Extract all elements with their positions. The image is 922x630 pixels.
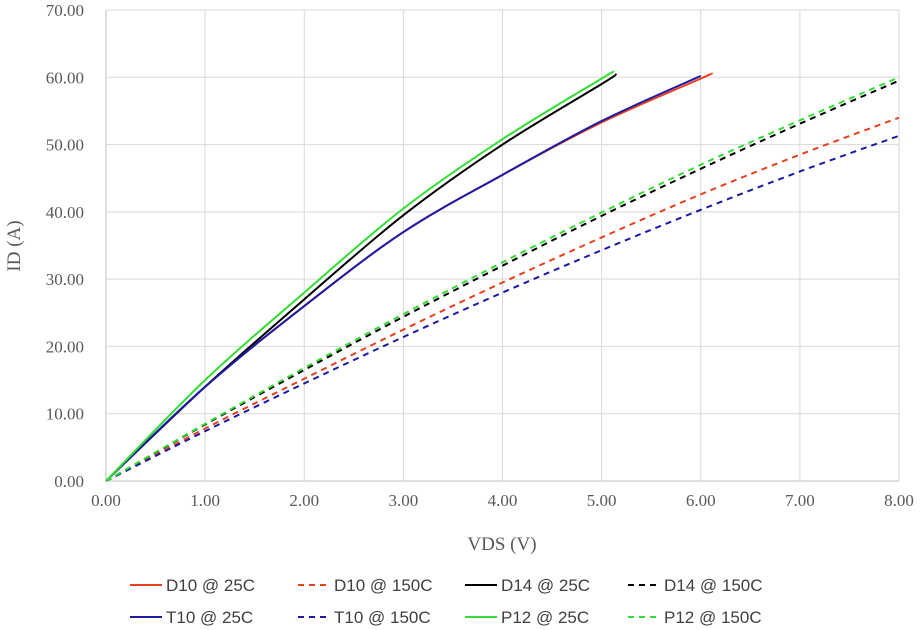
- series-line-t10-25c: [105, 75, 702, 482]
- y-tick-label: 10.00: [46, 405, 84, 424]
- legend-label: D10 @ 150C: [334, 576, 433, 595]
- series-line-d14-25c: [105, 73, 618, 482]
- y-tick-label: 60.00: [46, 68, 84, 87]
- legend-label: T10 @ 25C: [166, 608, 253, 627]
- series-line-t10-150c: [105, 134, 900, 482]
- legend-label: D14 @ 150C: [664, 576, 763, 595]
- x-tick-label: 4.00: [488, 491, 518, 510]
- legend-label: P12 @ 25C: [501, 608, 589, 627]
- y-tick-label: 30.00: [46, 270, 84, 289]
- y-tick-label: 20.00: [46, 337, 84, 356]
- series-lines: [105, 70, 900, 482]
- x-axis-label: VDS (V): [467, 534, 536, 555]
- y-tick-label: 50.00: [46, 136, 84, 155]
- series-line-p12-150c: [105, 76, 900, 482]
- y-tick-label: 0.00: [54, 472, 84, 491]
- x-tick-label: 2.00: [289, 491, 319, 510]
- series-line-d10-150c: [105, 116, 900, 482]
- legend-label: D14 @ 25C: [501, 576, 590, 595]
- legend-label: P12 @ 150C: [664, 608, 762, 627]
- legend-label: D10 @ 25C: [166, 576, 255, 595]
- legend: D10 @ 25C D10 @ 150C D14 @ 25C D14 @ 150C T1…: [130, 576, 763, 627]
- x-tick-label: 6.00: [686, 491, 716, 510]
- x-tick-label: 5.00: [587, 491, 617, 510]
- legend-label: T10 @ 150C: [334, 608, 431, 627]
- y-tick-label: 70.00: [46, 1, 84, 20]
- x-tick-label: 0.00: [91, 491, 121, 510]
- tick-labels: 0.00 1.00 2.00 3.00 4.00 5.00 6.00 7.00 8.00 0.00…: [46, 1, 914, 510]
- series-line-d10-25c: [105, 72, 713, 482]
- x-tick-label: 8.00: [884, 491, 914, 510]
- gridlines: [105, 9, 900, 482]
- series-line-p12-25c: [105, 70, 615, 482]
- y-tick-label: 40.00: [46, 203, 84, 222]
- x-tick-label: 3.00: [389, 491, 419, 510]
- x-tick-label: 1.00: [190, 491, 220, 510]
- y-axis-label: ID (A): [4, 220, 25, 271]
- x-tick-label: 7.00: [785, 491, 815, 510]
